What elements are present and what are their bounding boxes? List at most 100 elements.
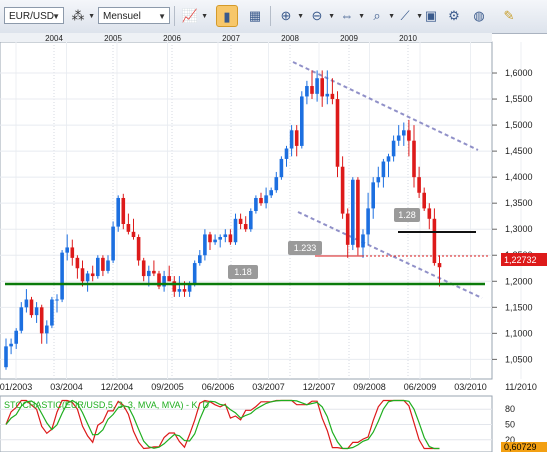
candle-body	[310, 86, 314, 94]
candle-body	[29, 299, 34, 316]
stochastic-k-line	[5, 399, 440, 450]
candle-body	[45, 325, 49, 334]
candle-body	[345, 213, 350, 245]
symbol-value: EUR/USD	[9, 11, 55, 22]
label-1233: 1.233	[294, 243, 317, 253]
candle-body	[24, 299, 29, 308]
date-tick-label: 09/2005	[151, 382, 184, 392]
price-tick-label: 1,4500	[505, 146, 533, 156]
candle-body	[213, 239, 217, 243]
candle-body	[116, 197, 120, 227]
candle-body	[75, 257, 80, 269]
year-label: 2008	[281, 34, 299, 43]
year-label: 2009	[340, 34, 358, 43]
candle-body	[55, 299, 59, 301]
zoom-fit-icon[interactable]: ⇔ ▼	[340, 8, 366, 23]
candle-body	[381, 161, 386, 178]
candle-body	[243, 224, 248, 230]
magnifier-icon[interactable]: ⌕ ▼	[373, 8, 395, 23]
stochastic-tick-label: 50	[505, 420, 515, 430]
symbol-options-icon[interactable]: ⁂ ▼	[71, 8, 96, 23]
candle-body	[351, 179, 355, 245]
toolbar: EUR/USD ▼ ⁂ ▼ Mensuel ▼ 📈 ▼ ▮ ▦ ⊕ ▼ ⊖ ▼ ⇔ ▼ ⌕…	[0, 0, 547, 34]
price-tick-label: 1,2000	[505, 276, 533, 286]
candle-body	[65, 247, 69, 253]
candle-body	[131, 231, 136, 238]
candle-body	[279, 158, 284, 178]
horizontal-grid	[0, 72, 492, 360]
settings-icon[interactable]: ⚙	[448, 8, 460, 23]
last-price-badge	[501, 253, 547, 266]
candle-body	[300, 96, 304, 146]
window-icon[interactable]: ▣	[424, 8, 438, 23]
date-tick-label: 12/2004	[101, 382, 134, 392]
price-tick-label: 1,1500	[505, 302, 533, 312]
label-128-box	[394, 208, 420, 222]
candle-body	[356, 179, 360, 248]
candle-body	[386, 156, 391, 162]
drawing-icon[interactable]: ⟋ ▼	[400, 8, 423, 23]
candle-body	[330, 93, 335, 100]
year-strip	[0, 33, 492, 42]
candle-body	[203, 234, 207, 256]
candle-body	[19, 307, 24, 331]
price-tick-label: 1,0500	[505, 354, 533, 364]
stochastic-tick-label: 80	[505, 404, 515, 414]
date-tick-label: 12/2007	[303, 382, 336, 392]
zoom-out-icon[interactable]: ⊖ ▼	[311, 8, 335, 23]
candle-body	[412, 140, 416, 178]
stochastic-tick-label: 20	[505, 435, 515, 445]
label-118-box	[228, 265, 258, 279]
candle-body	[162, 276, 166, 287]
date-tick-label: 09/2008	[353, 382, 386, 392]
candle-body	[141, 260, 146, 277]
table-icon[interactable]: ▦	[248, 8, 262, 23]
label-1233-box	[288, 241, 322, 255]
stochastic-label: STOCHASTIC(EUR/USD,5, 3, 3, MVA, MVA) - …	[4, 400, 210, 410]
candle-body	[223, 234, 228, 238]
candle-body	[182, 289, 187, 292]
candle-body	[85, 273, 90, 282]
candle-body	[157, 273, 161, 287]
price-tick-label: 1,1000	[505, 328, 533, 338]
timeframe-value: Mensuel	[103, 11, 141, 22]
label-118: 1.18	[234, 267, 252, 277]
candle-body	[437, 263, 442, 268]
date-tick-label: 03/2007	[252, 382, 285, 392]
candle-body	[335, 99, 340, 167]
chart-type-icon[interactable]: 📈 ▼	[181, 8, 208, 23]
candle-body	[259, 197, 263, 204]
candle-body	[269, 190, 273, 196]
candle-body	[407, 130, 411, 141]
year-label: 2004	[45, 34, 63, 43]
date-tick-label: 06/2009	[404, 382, 437, 392]
candle-body	[432, 218, 437, 264]
pencil-icon[interactable]: ✎	[503, 8, 515, 23]
price-tick-label: 1,3500	[505, 198, 533, 208]
last-price-value: 1,22732	[504, 255, 537, 265]
candle-body	[294, 130, 299, 146]
candle-icon[interactable]: ▮	[216, 5, 238, 27]
chevron-down-icon: ▼	[52, 12, 60, 21]
chevron-down-icon: ▼	[158, 12, 166, 21]
globe-icon[interactable]: ◍	[473, 8, 485, 23]
candle-body	[14, 330, 18, 344]
candle-body	[315, 78, 319, 94]
candle-body	[192, 263, 197, 284]
candle-body	[422, 192, 426, 209]
zoom-in-icon[interactable]: ⊕ ▼	[280, 8, 304, 23]
candle-body	[177, 289, 182, 292]
symbol-select[interactable]: EUR/USD ▼	[4, 7, 64, 24]
timeframe-select[interactable]: Mensuel ▼	[98, 7, 170, 24]
year-label: 2007	[222, 34, 240, 43]
price-tick-label: 1,4000	[505, 172, 533, 182]
date-tick-label: 01/2003	[0, 382, 32, 392]
stochastic-value-badge	[501, 442, 547, 452]
candle-body	[371, 182, 375, 209]
candle-body	[70, 247, 75, 258]
candle-body	[254, 197, 258, 211]
candle-body	[90, 273, 95, 277]
candle-body	[228, 234, 233, 243]
price-tick-label: 1,5500	[505, 94, 533, 104]
